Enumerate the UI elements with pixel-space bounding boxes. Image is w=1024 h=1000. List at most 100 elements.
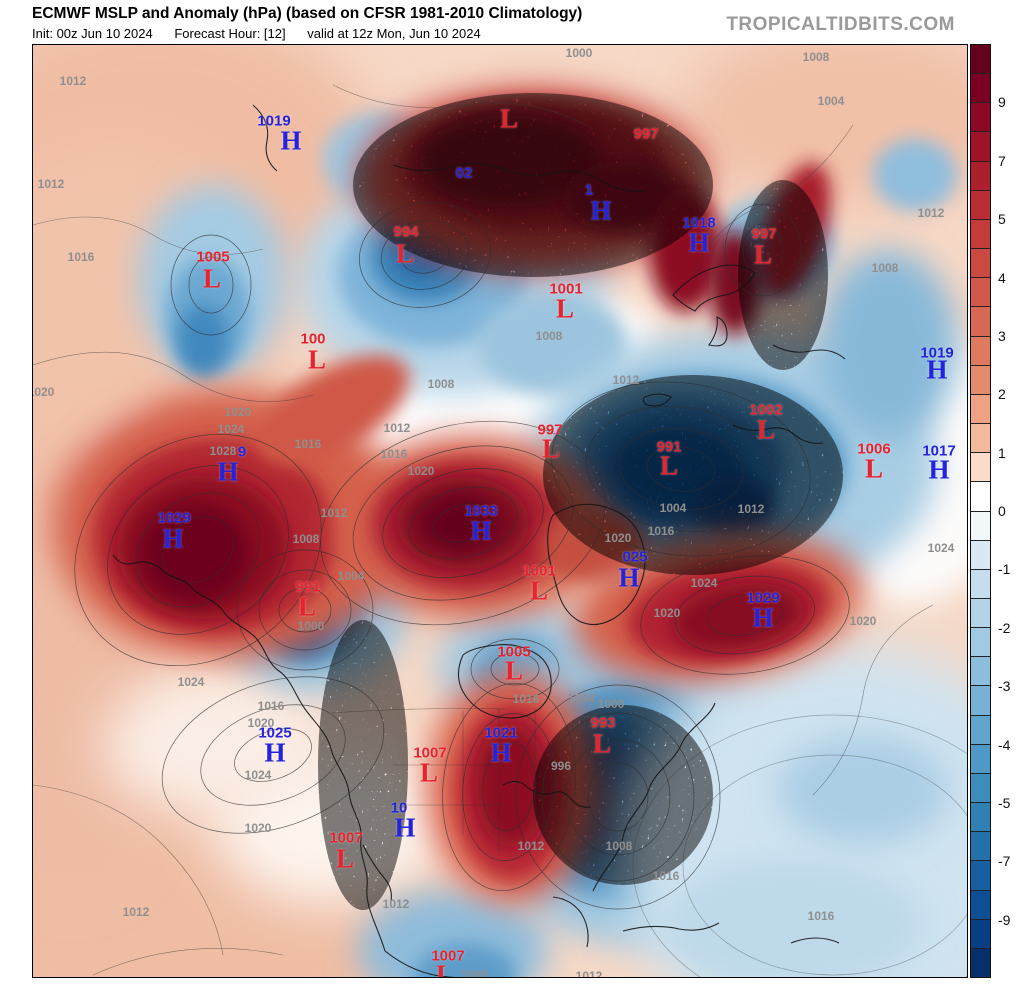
colorbar-tick-label: -9 — [998, 911, 1011, 928]
pressure-letter-h: H — [394, 812, 416, 843]
colorbar-cell — [971, 919, 990, 949]
pressure-value-h: 1025 — [258, 724, 292, 742]
colorbar-cell — [971, 657, 990, 687]
isobar-label: 1012 — [383, 421, 411, 435]
isobar-label: 1020 — [244, 821, 272, 835]
colorbar-cell — [971, 686, 990, 716]
isobar-label: 1016 — [807, 909, 835, 923]
colorbar-cell — [971, 103, 990, 133]
isobar-label: 1008 — [605, 839, 633, 853]
colorbar-cell — [971, 861, 990, 891]
run-info: Init: 00z Jun 10 2024 Forecast Hour: [12… — [32, 26, 499, 41]
colorbar-cell — [971, 190, 990, 220]
valid-time: valid at 12z Mon, Jun 10 2024 — [307, 26, 481, 41]
pressure-value-l: 991 — [295, 578, 321, 596]
colorbar-cell — [971, 336, 990, 366]
page-title: ECMWF MSLP and Anomaly (hPa) (based on C… — [32, 5, 583, 22]
pressure-value-l: 993 — [590, 714, 616, 732]
isobar-label: 1008 — [535, 329, 563, 343]
isobar-label: 1028 — [209, 444, 237, 458]
colorbar-cell — [971, 161, 990, 191]
pressure-letter-h: H — [162, 523, 184, 554]
isobar-label: 1012 — [320, 506, 348, 520]
init-time: Init: 00z Jun 10 2024 — [32, 26, 153, 41]
isobar-label: 1020 — [604, 531, 632, 545]
pressure-value-l: 997 — [537, 421, 563, 439]
pressure-letter-l: L — [307, 344, 327, 375]
isobar-label: 1004 — [567, 691, 595, 705]
pressure-letter-l: L — [419, 757, 439, 788]
pressure-value-l: 1005 — [497, 643, 531, 661]
colorbar-cell — [971, 569, 990, 599]
isobar-label: 1008 — [427, 377, 455, 391]
pressure-letter-h: H — [470, 515, 492, 546]
pressure-value-l: 997 — [751, 225, 777, 243]
pressure-letter-l: L — [659, 450, 679, 481]
pressure-value-h: 1019 — [920, 344, 954, 362]
pressure-value-l: 1001 — [549, 280, 583, 298]
isobar-label: 1008 — [292, 532, 320, 546]
colorbar-cell — [971, 365, 990, 395]
isobar-label: 1012 — [37, 177, 65, 191]
colorbar-cell — [971, 744, 990, 774]
pressure-value-l: 100 — [300, 330, 326, 348]
isobar-label: 1008 — [802, 50, 830, 64]
pressure-value-h: 1019 — [257, 112, 291, 130]
pressure-letter-h: H — [490, 737, 512, 768]
colorbar-cell — [971, 132, 990, 162]
isobar-label: 1024 — [690, 576, 718, 590]
isobar-label: 1024 — [927, 541, 955, 555]
pressure-letter-l: L — [756, 414, 776, 445]
pressure-value-l: 1006 — [857, 440, 891, 458]
pressure-letter-h: H — [752, 602, 774, 633]
isobar-label: 1008 — [871, 261, 899, 275]
pressure-letter-h: H — [618, 562, 640, 593]
pressure-letter-h: H — [280, 125, 302, 156]
isobar-label: 1024 — [217, 422, 245, 436]
isobar-label: 1012 — [59, 74, 87, 88]
isobar-label: 1000 — [297, 619, 325, 633]
pressure-value-h: 1021 — [484, 724, 518, 742]
colorbar-cell — [971, 453, 990, 483]
colorbar-tick-label: 2 — [998, 386, 1006, 403]
pressure-letter-l: L — [864, 453, 884, 484]
colorbar-cell — [971, 803, 990, 833]
pressure-value-l: 1007 — [329, 829, 363, 847]
site-watermark: TROPICALTIDBITS.COM — [726, 14, 955, 35]
isobar-label: 1012 — [382, 897, 410, 911]
pressure-value-h: 02 — [455, 164, 473, 182]
pressure-value-h: 9 — [237, 443, 247, 461]
pressure-letter-l: L — [297, 591, 317, 622]
isobar-label: 1020 — [224, 405, 252, 419]
pressure-value-l: 1002 — [749, 401, 783, 419]
isobar-label: 1004 — [659, 501, 687, 515]
pressure-value-h: 1029 — [157, 509, 191, 527]
isobar-label: 1020 — [33, 385, 55, 399]
isobar-label: 1024 — [177, 675, 205, 689]
isobar-label: 1012 — [517, 839, 545, 853]
colorbar-cell — [971, 424, 990, 454]
pressure-letter-l: L — [541, 433, 561, 464]
colorbar-cell — [971, 307, 990, 337]
pressure-letter-l: L — [499, 103, 519, 134]
colorbar-cell — [971, 394, 990, 425]
forecast-hour: Forecast Hour: [12] — [174, 26, 286, 41]
pressure-letter-l: L — [395, 238, 415, 269]
isobar-label: 1016 — [380, 447, 408, 461]
pressure-letter-h: H — [688, 227, 710, 258]
pressure-value-h: 1029 — [746, 589, 780, 607]
colorbar-tick-label: -2 — [998, 619, 1011, 636]
pressure-value-h: 1033 — [464, 502, 498, 520]
isobar-label: 1016 — [294, 437, 322, 451]
colorbar-tick-label: 0 — [998, 503, 1006, 519]
isobar-label: 1012 — [575, 969, 603, 978]
isobar-label: 1020 — [407, 464, 435, 478]
colorbar-cell — [971, 45, 990, 75]
pressure-letter-l: L — [753, 239, 773, 270]
isobar-label: 1012 — [737, 502, 765, 516]
colorbar-cell — [971, 948, 990, 977]
isobar-label: 1016 — [647, 524, 675, 538]
colorbar-tick-label: 5 — [998, 211, 1006, 228]
colorbar-tick-label: -4 — [998, 736, 1011, 753]
